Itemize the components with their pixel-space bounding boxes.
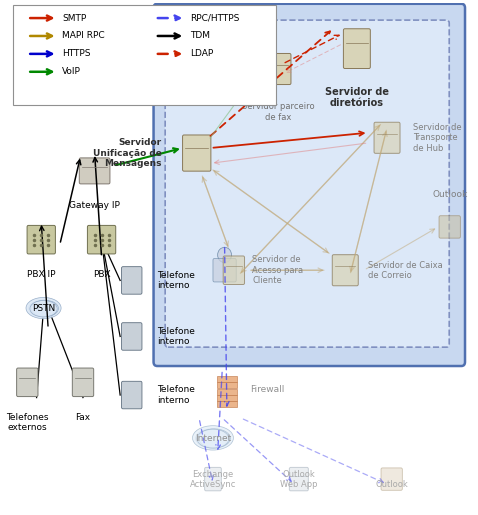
Text: Outlook: Outlook (432, 190, 467, 199)
FancyBboxPatch shape (121, 323, 142, 350)
FancyBboxPatch shape (121, 381, 142, 409)
Text: Telefones
externos: Telefones externos (6, 413, 49, 432)
Ellipse shape (31, 300, 58, 317)
FancyBboxPatch shape (381, 468, 402, 490)
FancyBboxPatch shape (121, 267, 142, 294)
Ellipse shape (197, 429, 229, 448)
FancyBboxPatch shape (217, 401, 237, 407)
FancyBboxPatch shape (332, 255, 358, 286)
Ellipse shape (30, 300, 57, 317)
FancyBboxPatch shape (217, 376, 237, 382)
FancyBboxPatch shape (439, 216, 460, 238)
FancyBboxPatch shape (205, 468, 221, 491)
Text: Telefone
interno: Telefone interno (157, 327, 195, 346)
Text: Gateway IP: Gateway IP (69, 201, 120, 211)
Text: MAPI RPC: MAPI RPC (62, 31, 105, 41)
Text: LDAP: LDAP (190, 49, 213, 58)
FancyBboxPatch shape (165, 20, 449, 347)
Text: Servidor
Unificação de
Mensagens: Servidor Unificação de Mensagens (93, 138, 162, 168)
Text: HTTPS: HTTPS (62, 49, 91, 58)
Text: PBX IP: PBX IP (27, 270, 55, 279)
FancyBboxPatch shape (217, 395, 237, 401)
FancyBboxPatch shape (13, 5, 276, 105)
Text: TDM: TDM (190, 31, 210, 41)
FancyBboxPatch shape (265, 54, 291, 84)
Text: Servidor parceiro
de fax: Servidor parceiro de fax (242, 102, 314, 122)
Text: Floresta: Floresta (169, 10, 227, 23)
Circle shape (217, 247, 231, 263)
FancyBboxPatch shape (17, 368, 38, 397)
Ellipse shape (193, 426, 233, 450)
Text: Telefone
interno: Telefone interno (157, 385, 195, 405)
FancyBboxPatch shape (183, 135, 211, 171)
Text: PSTN: PSTN (32, 304, 55, 313)
FancyBboxPatch shape (343, 29, 370, 68)
Text: Servidor de
Transporte
de Hub: Servidor de Transporte de Hub (413, 123, 461, 152)
FancyBboxPatch shape (72, 368, 94, 397)
Text: RPC/HTTPS: RPC/HTTPS (190, 13, 239, 23)
Text: Outlook
Web App: Outlook Web App (280, 470, 317, 489)
FancyBboxPatch shape (223, 256, 245, 284)
Text: Servidor de
Acesso para
Cliente: Servidor de Acesso para Cliente (252, 255, 304, 285)
Text: VoIP: VoIP (62, 67, 81, 76)
Ellipse shape (29, 300, 56, 317)
Text: SMTP: SMTP (62, 13, 87, 23)
FancyBboxPatch shape (289, 468, 308, 491)
Text: Internet: Internet (195, 434, 231, 443)
Text: Servidor de Caixa
de Correio: Servidor de Caixa de Correio (369, 261, 443, 280)
FancyBboxPatch shape (153, 4, 465, 366)
Ellipse shape (26, 298, 61, 319)
FancyBboxPatch shape (217, 382, 237, 388)
Text: Outlook: Outlook (375, 480, 408, 489)
Text: Fax: Fax (76, 413, 90, 422)
FancyBboxPatch shape (79, 158, 110, 184)
Ellipse shape (196, 429, 228, 448)
FancyBboxPatch shape (87, 226, 116, 254)
FancyBboxPatch shape (374, 122, 400, 153)
Text: Telefone
interno: Telefone interno (157, 271, 195, 290)
Text: Exchange
ActiveSync: Exchange ActiveSync (190, 470, 236, 489)
Text: Servidor de
diretórios: Servidor de diretórios (325, 87, 389, 109)
Ellipse shape (198, 429, 230, 448)
FancyBboxPatch shape (27, 226, 55, 254)
Text: Site: Site (175, 26, 199, 36)
Text: Firewall: Firewall (250, 385, 284, 394)
Text: PBX: PBX (93, 270, 110, 279)
FancyBboxPatch shape (217, 388, 237, 394)
FancyBboxPatch shape (213, 259, 236, 282)
